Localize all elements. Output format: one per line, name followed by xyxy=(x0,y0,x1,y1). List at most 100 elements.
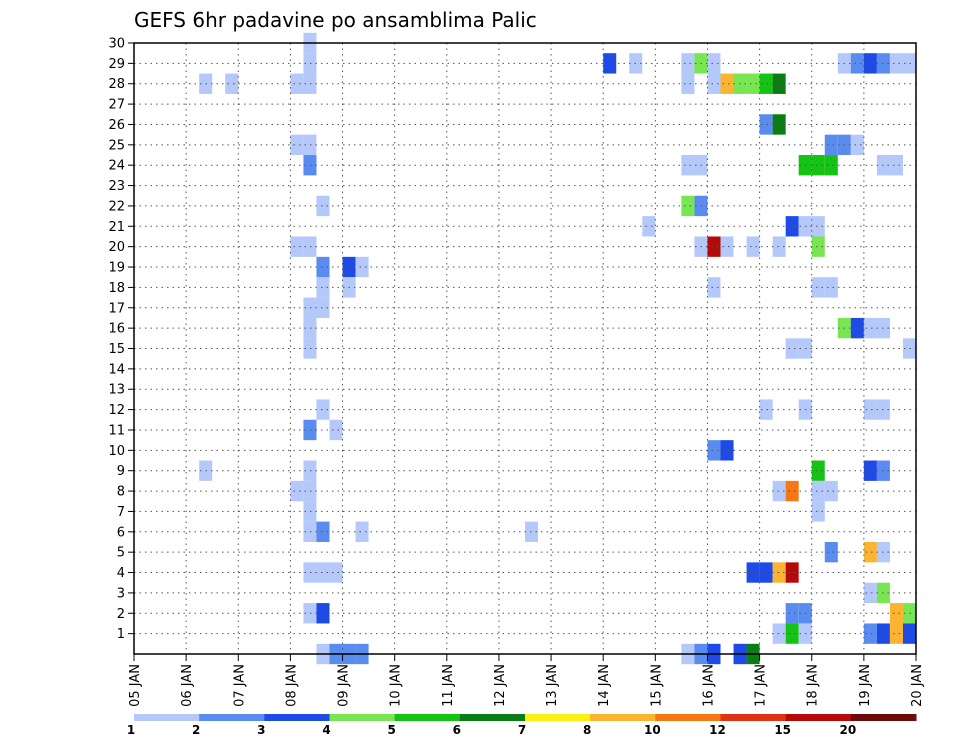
legend-label: 10 xyxy=(644,723,661,737)
y-tick-label: 23 xyxy=(108,179,125,194)
y-tick-label: 11 xyxy=(108,423,125,438)
precip-cell xyxy=(824,277,838,298)
legend-swatch xyxy=(264,714,330,721)
precip-cell xyxy=(772,480,786,502)
precip-cell xyxy=(850,317,864,339)
x-tick-label: 14 JAN xyxy=(597,664,612,707)
precip-cell xyxy=(785,480,799,502)
legend-label: 2 xyxy=(192,723,200,737)
legend-swatch xyxy=(655,714,721,721)
precip-cell xyxy=(303,521,317,542)
precip-cell xyxy=(603,53,617,74)
y-tick-label: 10 xyxy=(108,444,125,459)
precip-cell xyxy=(303,562,317,583)
x-tick-label: 13 JAN xyxy=(545,664,560,707)
precip-cell xyxy=(772,114,786,135)
x-tick-label: 10 JAN xyxy=(389,664,404,707)
precip-cell xyxy=(642,216,656,237)
precip-cell xyxy=(811,236,825,257)
x-tick-label: 19 JAN xyxy=(858,664,873,707)
precip-cell xyxy=(290,480,304,502)
precip-cell xyxy=(329,562,343,583)
precip-cell xyxy=(850,53,864,74)
precip-cell xyxy=(863,399,877,420)
precip-cell xyxy=(316,277,330,298)
y-tick-label: 22 xyxy=(108,199,125,214)
precip-cell xyxy=(889,53,903,74)
precip-cell xyxy=(303,297,317,318)
legend-label: 3 xyxy=(257,723,265,737)
y-tick-label: 30 xyxy=(108,37,125,52)
x-tick-label: 06 JAN xyxy=(180,664,195,707)
y-tick-label: 14 xyxy=(108,362,125,377)
x-tick-label: 16 JAN xyxy=(701,664,716,707)
x-tick-label: 05 JAN xyxy=(128,664,143,707)
precip-cell xyxy=(303,134,317,156)
y-tick-label: 5 xyxy=(117,546,125,561)
precip-cell xyxy=(707,53,721,74)
precip-cell xyxy=(863,460,877,481)
precip-cell xyxy=(316,562,330,583)
precip-cell xyxy=(303,73,317,94)
x-tick-label: 08 JAN xyxy=(284,664,299,707)
precip-cell xyxy=(824,541,838,563)
y-tick-label: 18 xyxy=(108,281,125,296)
y-tick-label: 8 xyxy=(117,485,125,500)
legend-swatch xyxy=(590,714,656,721)
precip-cell xyxy=(824,155,838,176)
grid-lines xyxy=(134,43,916,654)
legend-label: 20 xyxy=(839,723,856,737)
y-tick-label: 2 xyxy=(117,607,125,622)
legend-swatch xyxy=(785,714,852,721)
x-tick-label: 07 JAN xyxy=(232,664,247,707)
y-tick-label: 29 xyxy=(108,57,125,72)
legend-swatch xyxy=(134,714,200,721)
precip-cell xyxy=(225,73,239,94)
precip-cell xyxy=(785,623,799,644)
precip-cell xyxy=(746,562,760,583)
precip-cell xyxy=(772,236,786,257)
x-tick-label: 12 JAN xyxy=(493,664,508,707)
precip-cell xyxy=(681,155,695,176)
precip-cell xyxy=(355,256,369,278)
x-axis: 05 JAN 06 JAN 07 JAN 08 JAN 09 JAN 10 JAN 11 J… xyxy=(128,654,925,707)
precip-cell xyxy=(785,338,799,359)
legend-label: 7 xyxy=(518,723,526,737)
precip-cell xyxy=(902,623,916,644)
precip-cell xyxy=(902,53,916,74)
legend-label: 8 xyxy=(583,723,591,737)
precip-cell xyxy=(785,562,799,583)
precip-cell xyxy=(303,53,317,74)
color-legend: 1 2 3 4 5 6 7 8 10 12 15 20 xyxy=(127,714,917,737)
legend-swatch xyxy=(329,714,396,721)
precip-cell xyxy=(889,155,903,176)
precip-cell xyxy=(707,236,721,257)
precip-cell xyxy=(889,603,903,624)
y-tick-label: 25 xyxy=(108,138,125,153)
legend-label: 5 xyxy=(387,723,395,737)
precip-cell xyxy=(746,236,760,257)
precip-cell xyxy=(303,480,317,502)
y-tick-label: 1 xyxy=(117,627,125,642)
y-tick-label: 26 xyxy=(108,118,125,133)
precip-cell xyxy=(303,419,317,441)
precip-cell xyxy=(746,73,760,94)
precip-cell xyxy=(290,73,304,94)
y-tick-label: 12 xyxy=(108,403,125,418)
y-tick-label: 20 xyxy=(108,240,125,255)
precip-cell xyxy=(759,399,773,420)
chart-title: GEFS 6hr padavine po ansamblima Palic xyxy=(134,8,537,32)
precip-cell xyxy=(720,440,734,461)
precip-cell xyxy=(707,440,721,461)
precip-cell xyxy=(316,399,330,420)
precip-cell xyxy=(863,623,877,644)
precip-cell xyxy=(863,582,877,604)
x-tick-label: 15 JAN xyxy=(649,664,664,707)
precip-cell xyxy=(720,73,734,94)
y-tick-label: 28 xyxy=(108,77,125,92)
precip-cell xyxy=(824,480,838,502)
y-tick-label: 19 xyxy=(108,261,125,276)
precip-cell xyxy=(681,53,695,74)
y-tick-label: 4 xyxy=(117,566,125,581)
precip-cell xyxy=(303,236,317,257)
